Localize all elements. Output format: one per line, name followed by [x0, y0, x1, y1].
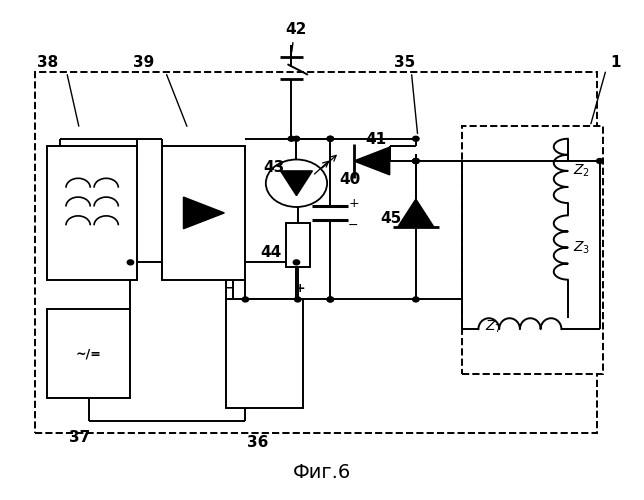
Text: −: −	[348, 219, 359, 232]
Text: 40: 40	[339, 172, 361, 188]
Text: 38: 38	[37, 54, 58, 70]
Text: Фиг.6: Фиг.6	[293, 463, 351, 482]
Circle shape	[294, 297, 301, 302]
Circle shape	[327, 136, 334, 141]
Text: 36: 36	[247, 436, 269, 450]
Text: 44: 44	[261, 245, 282, 260]
Circle shape	[413, 297, 419, 302]
Bar	[226, 300, 303, 408]
Bar	[48, 310, 131, 398]
Text: 37: 37	[69, 430, 90, 446]
Bar	[35, 72, 596, 433]
Text: 35: 35	[394, 54, 415, 70]
Circle shape	[327, 297, 334, 302]
Circle shape	[242, 297, 249, 302]
Circle shape	[327, 297, 334, 302]
Polygon shape	[184, 197, 224, 228]
Text: 42: 42	[286, 22, 307, 38]
Circle shape	[413, 136, 419, 141]
Circle shape	[266, 160, 327, 207]
Text: +: +	[348, 196, 359, 209]
Circle shape	[288, 136, 294, 141]
Circle shape	[413, 158, 419, 164]
Text: 43: 43	[263, 160, 285, 176]
Bar	[285, 223, 310, 268]
Bar	[462, 126, 603, 374]
Text: ~/=: ~/=	[76, 348, 102, 360]
Text: 39: 39	[133, 54, 154, 70]
Text: 1: 1	[611, 54, 621, 70]
Circle shape	[128, 260, 134, 265]
Polygon shape	[354, 147, 390, 175]
Circle shape	[596, 158, 603, 164]
Text: 45: 45	[381, 211, 402, 226]
Bar	[48, 146, 137, 280]
Polygon shape	[281, 171, 312, 196]
Circle shape	[413, 158, 419, 164]
Text: $Z_7$: $Z_7$	[485, 318, 502, 335]
Text: −: −	[224, 282, 234, 294]
Text: 41: 41	[366, 132, 387, 146]
Circle shape	[327, 136, 334, 141]
Circle shape	[293, 260, 299, 265]
Polygon shape	[398, 199, 433, 227]
Circle shape	[293, 136, 299, 141]
Text: $Z_2$: $Z_2$	[573, 162, 590, 179]
Bar	[162, 146, 245, 280]
Text: $Z_3$: $Z_3$	[573, 240, 590, 256]
Text: +: +	[294, 282, 305, 294]
Circle shape	[413, 158, 419, 164]
